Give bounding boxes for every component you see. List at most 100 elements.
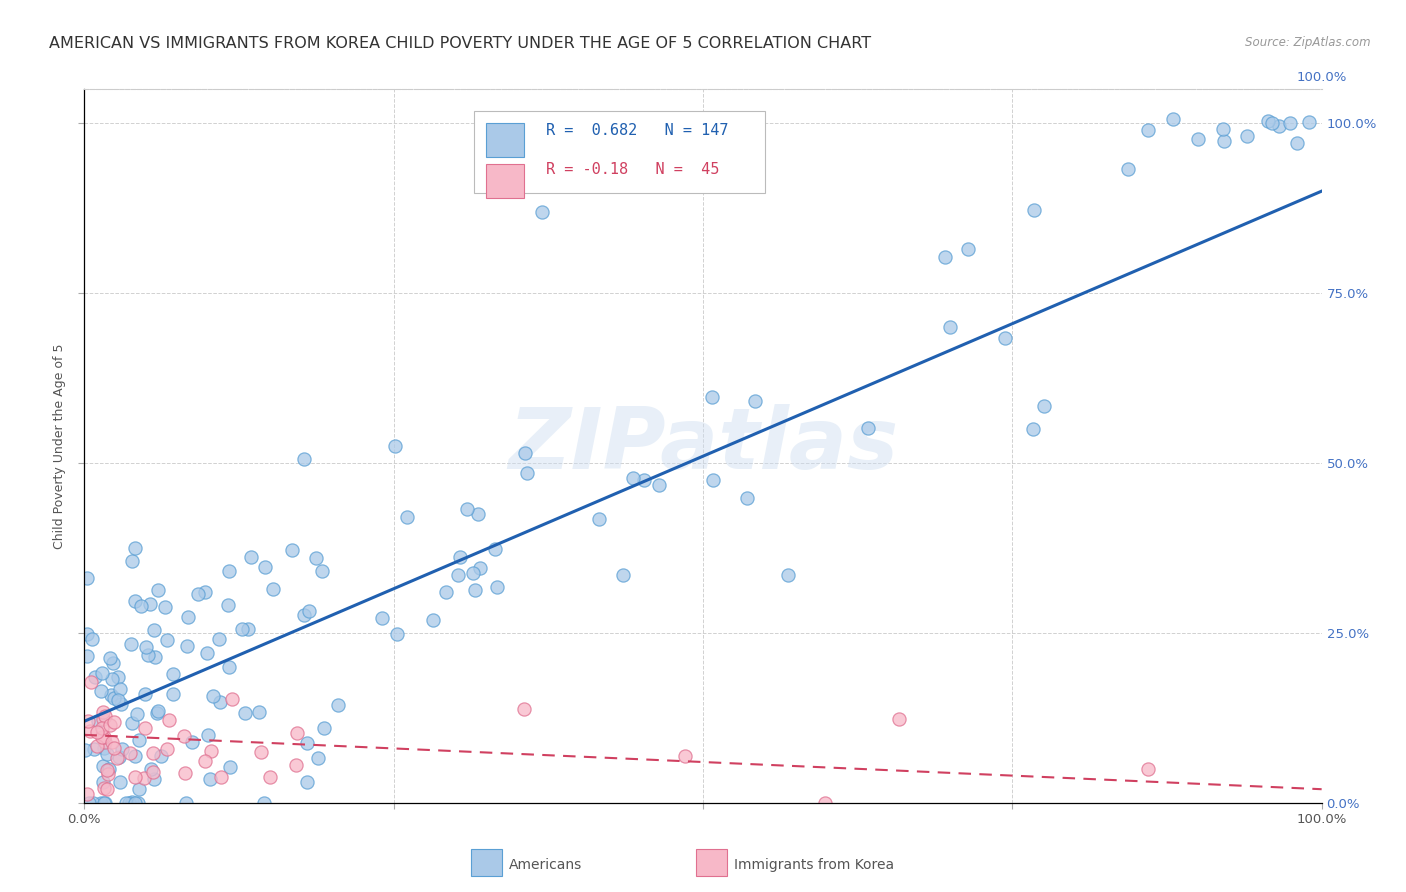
Point xyxy=(162,687,184,701)
Point xyxy=(93,740,115,755)
Point xyxy=(485,580,508,594)
Point xyxy=(103,715,125,730)
Point xyxy=(314,721,336,735)
Point xyxy=(134,722,156,736)
Point xyxy=(121,795,143,809)
Point xyxy=(1032,399,1054,413)
Point xyxy=(76,649,98,664)
Point xyxy=(484,542,506,557)
Point xyxy=(149,748,172,763)
Point xyxy=(79,723,101,738)
Point xyxy=(174,765,197,780)
Point xyxy=(194,754,217,768)
Point xyxy=(131,599,153,613)
Point xyxy=(1137,122,1160,136)
Point xyxy=(197,728,219,742)
Point xyxy=(385,627,408,641)
Point xyxy=(239,550,262,565)
Point xyxy=(249,705,271,719)
Point xyxy=(468,560,491,574)
Point xyxy=(108,681,131,696)
Point xyxy=(96,747,118,761)
Point xyxy=(90,684,112,698)
Point xyxy=(98,718,121,732)
Point xyxy=(1161,112,1184,126)
Point xyxy=(93,796,115,810)
Point xyxy=(218,659,240,673)
Text: Source: ZipAtlas.com: Source: ZipAtlas.com xyxy=(1246,36,1371,49)
Point xyxy=(297,604,319,618)
Point xyxy=(531,204,554,219)
FancyBboxPatch shape xyxy=(486,164,523,198)
Point xyxy=(252,796,274,810)
Point xyxy=(292,451,315,466)
Point xyxy=(957,242,980,256)
Point xyxy=(80,674,103,689)
Point xyxy=(1213,134,1236,148)
Point xyxy=(195,646,218,660)
Point xyxy=(194,584,217,599)
Point xyxy=(155,633,177,648)
Point xyxy=(76,627,98,641)
Point xyxy=(1236,128,1258,143)
Point xyxy=(111,741,134,756)
Point xyxy=(1022,203,1045,218)
Point xyxy=(146,704,169,718)
Text: Immigrants from Korea: Immigrants from Korea xyxy=(734,858,894,872)
Point xyxy=(856,421,879,435)
Point xyxy=(124,594,146,608)
Point xyxy=(1022,422,1045,436)
Point xyxy=(146,583,169,598)
Point xyxy=(127,707,149,722)
Point xyxy=(98,762,121,776)
Point xyxy=(461,566,484,581)
Point xyxy=(162,666,184,681)
Point xyxy=(305,550,328,565)
Point xyxy=(285,726,308,740)
Point xyxy=(449,549,471,564)
Y-axis label: Child Poverty Under the Age of 5: Child Poverty Under the Age of 5 xyxy=(52,343,66,549)
Point xyxy=(588,512,610,526)
Point xyxy=(135,640,157,654)
Point xyxy=(249,744,271,758)
Point xyxy=(110,697,132,711)
Point xyxy=(326,698,349,713)
Point xyxy=(96,763,118,777)
Point xyxy=(202,689,225,703)
Point xyxy=(159,713,181,727)
Point xyxy=(82,632,104,647)
Point xyxy=(91,721,114,735)
Point xyxy=(93,780,115,795)
Point xyxy=(103,690,125,705)
Point xyxy=(1298,115,1320,129)
Point xyxy=(934,250,956,264)
Point xyxy=(173,729,195,743)
Point xyxy=(209,771,232,785)
Point xyxy=(396,509,419,524)
Point xyxy=(464,583,486,598)
Point xyxy=(1187,132,1209,146)
Point xyxy=(292,607,315,622)
Point xyxy=(384,439,406,453)
Point xyxy=(254,560,277,574)
Point xyxy=(648,478,671,492)
FancyBboxPatch shape xyxy=(486,123,523,157)
Point xyxy=(93,796,115,810)
Point xyxy=(94,735,117,749)
Point xyxy=(262,582,284,596)
Point xyxy=(145,706,167,721)
Point xyxy=(124,796,146,810)
Point xyxy=(233,706,256,721)
Point xyxy=(87,714,110,729)
Point xyxy=(86,725,108,739)
Point xyxy=(776,567,799,582)
Point xyxy=(117,796,139,810)
Point xyxy=(422,613,444,627)
Text: AMERICAN VS IMMIGRANTS FROM KOREA CHILD POVERTY UNDER THE AGE OF 5 CORRELATION C: AMERICAN VS IMMIGRANTS FROM KOREA CHILD … xyxy=(49,36,872,51)
Point xyxy=(142,747,165,761)
Point xyxy=(153,599,176,614)
Point xyxy=(94,709,117,723)
Point xyxy=(744,394,766,409)
Point xyxy=(124,541,146,555)
Point xyxy=(311,564,333,578)
